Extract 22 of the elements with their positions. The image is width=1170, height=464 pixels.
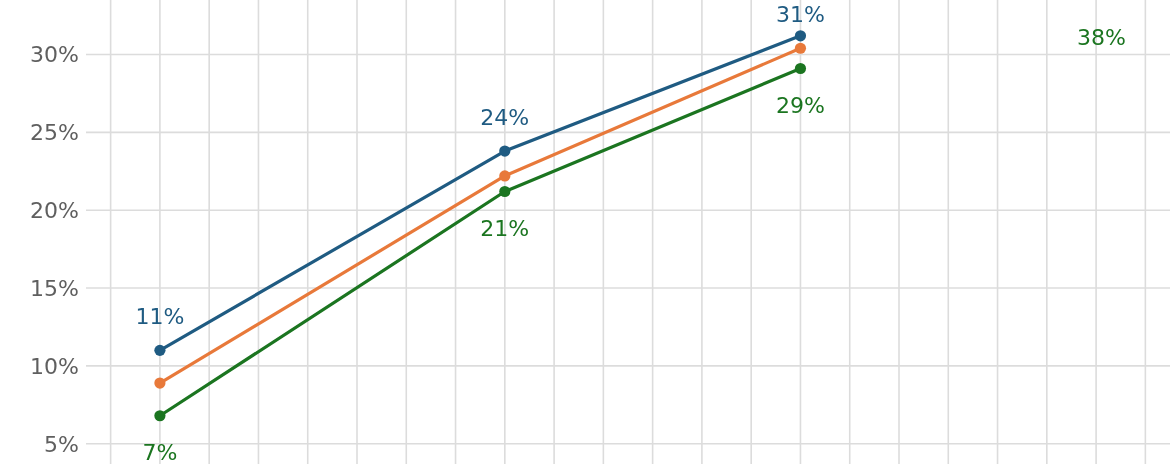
point — [499, 185, 511, 198]
point — [794, 30, 807, 42]
point — [499, 145, 511, 157]
data-label: 29% — [776, 92, 825, 118]
data-label: 24% — [480, 105, 530, 131]
y-tick-label: 20% — [30, 198, 79, 224]
point — [154, 377, 166, 389]
data-label: 31% — [776, 2, 825, 27]
y-tick-label: 10% — [30, 353, 79, 379]
y-tick-label: 25% — [30, 120, 79, 146]
point — [154, 410, 166, 422]
y-tick-label: 30% — [30, 42, 79, 68]
point — [794, 42, 807, 54]
data-label: 7% — [142, 439, 178, 464]
data-label: 11% — [135, 304, 185, 330]
y-tick-label: 15% — [30, 275, 79, 301]
point — [499, 170, 511, 182]
annotation: 38% — [1077, 25, 1126, 50]
data-label: 21% — [480, 215, 530, 241]
point — [154, 344, 166, 356]
y-tick-label: 5% — [44, 431, 79, 457]
point — [794, 62, 807, 75]
